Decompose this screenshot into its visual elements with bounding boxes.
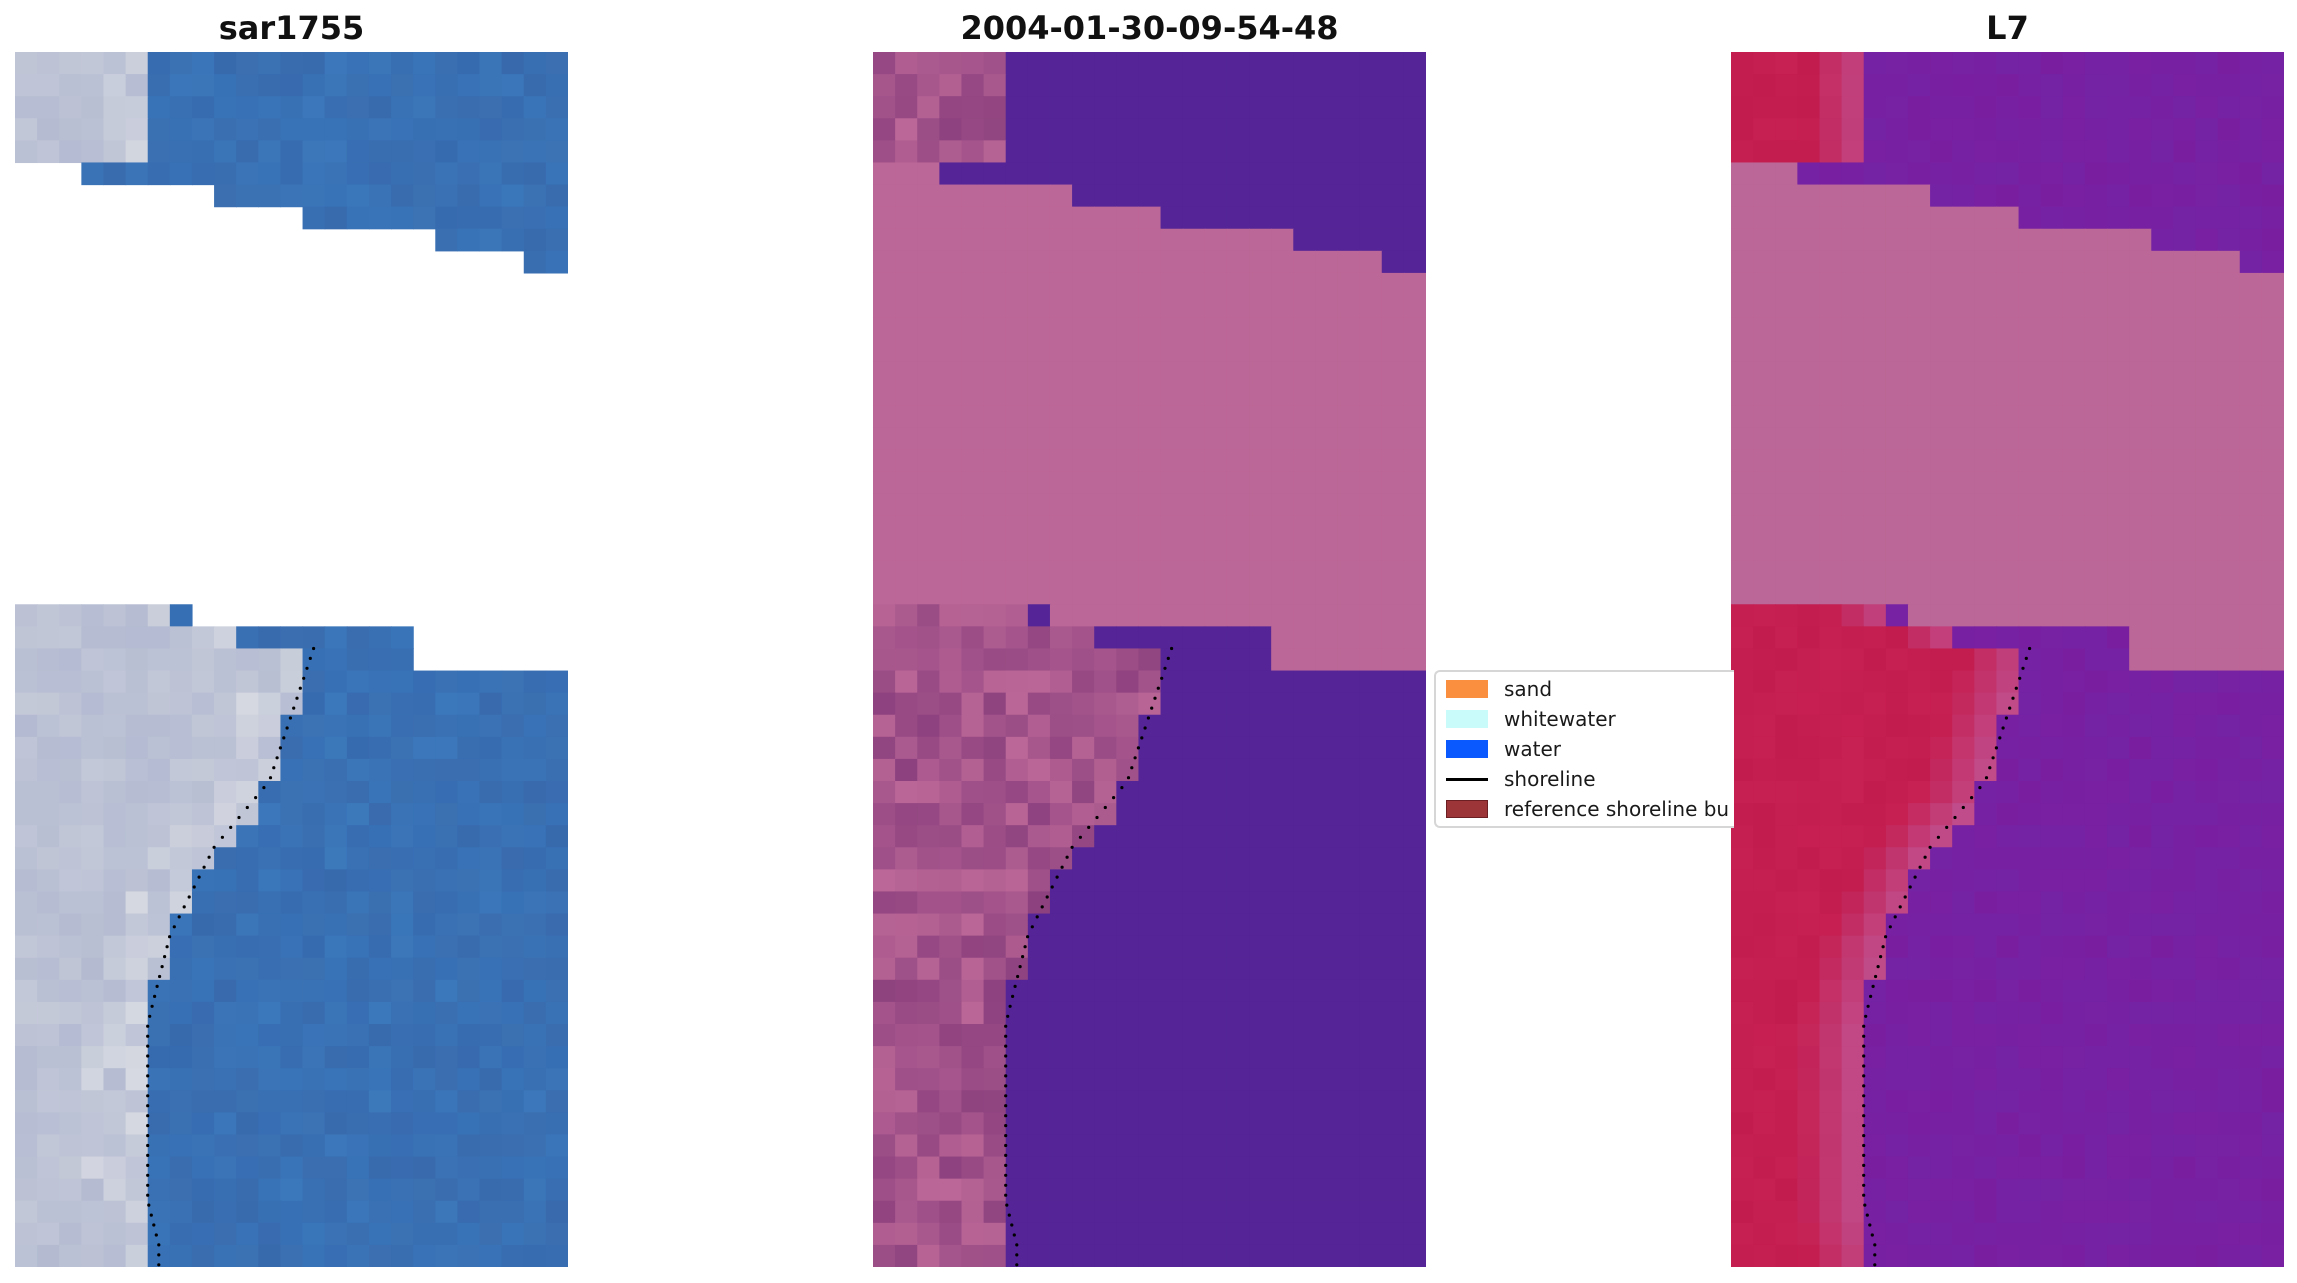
legend-item-sand: sand xyxy=(1446,674,1552,704)
classified-image xyxy=(873,52,1426,1267)
legend-item-shoreline: shoreline xyxy=(1446,764,1596,794)
index-image xyxy=(1731,52,2284,1267)
legend-label-shoreline: shoreline xyxy=(1504,767,1596,791)
legend-label-whitewater: whitewater xyxy=(1504,707,1616,731)
legend-swatch-reference-shoreline-buffer xyxy=(1446,800,1488,818)
legend-swatch-water xyxy=(1446,740,1488,758)
legend: sand whitewater water shoreline referenc… xyxy=(1434,670,1734,828)
legend-label-sand: sand xyxy=(1504,677,1553,701)
legend-item-whitewater: whitewater xyxy=(1446,704,1616,734)
legend-swatch-sand xyxy=(1446,680,1488,698)
classified-image-panel xyxy=(873,52,1426,1267)
legend-label-water: water xyxy=(1504,737,1561,761)
rgb-image-panel xyxy=(15,52,568,1267)
index-image-panel xyxy=(1731,52,2284,1267)
legend-item-reference-shoreline-buffer: reference shoreline bu xyxy=(1446,794,1729,824)
legend-item-water: water xyxy=(1446,734,1561,764)
legend-line-shoreline xyxy=(1446,777,1488,781)
panel-title-1: sar1755 xyxy=(218,9,365,47)
panel-title-2: 2004-01-30-09-54-48 xyxy=(960,9,1339,47)
legend-label-reference-shoreline-buffer: reference shoreline bu xyxy=(1504,797,1730,821)
legend-swatch-whitewater xyxy=(1446,710,1488,728)
rgb-image xyxy=(15,52,568,1267)
panel-title-3: L7 xyxy=(1986,9,2029,47)
